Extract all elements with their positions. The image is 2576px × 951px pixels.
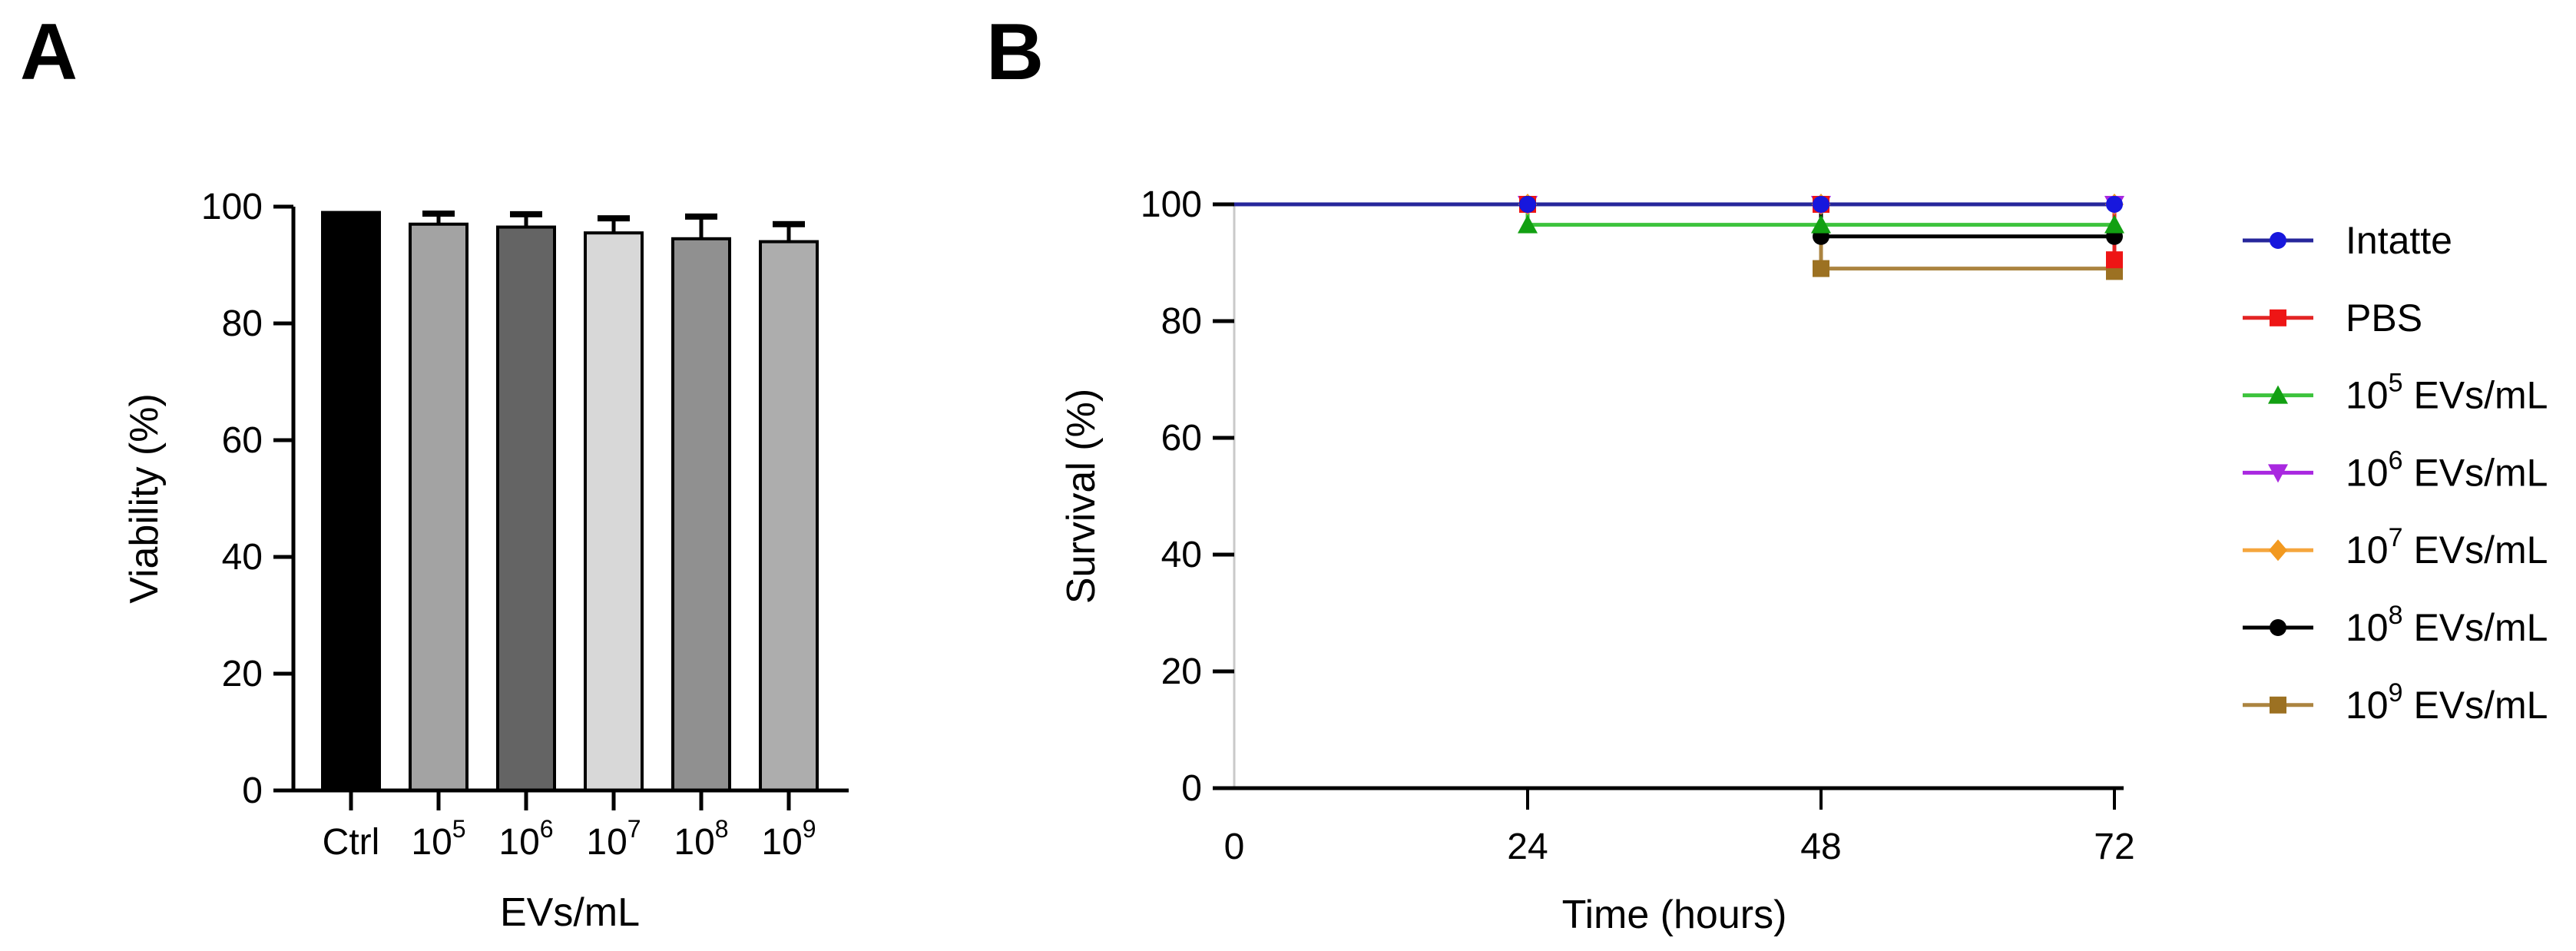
legend-label: 106 EVs/mL: [2346, 446, 2548, 494]
bar-10^7: [584, 231, 644, 792]
error-bar-cap: [685, 213, 717, 220]
legend-item-10^5 EVs/mL: 105 EVs/mL: [2243, 369, 2548, 417]
error-bar-cap: [510, 210, 542, 217]
legend-item-10^9 EVs/mL: 109 EVs/mL: [2243, 678, 2548, 727]
circle-legend-marker: [2270, 619, 2286, 636]
legend-item-Intatte: Intatte: [2243, 219, 2452, 262]
square-legend-marker: [2270, 696, 2286, 714]
x-tick-label: 24: [1507, 827, 1548, 867]
x-tick-label: 106: [498, 815, 553, 863]
square-legend-marker: [2270, 309, 2286, 326]
survival-legend: Intatte PBS 105 EVs/mL 106 EVs/mL 107 EVs/mL…: [2243, 219, 2548, 727]
y-tick-label: 20: [222, 654, 263, 694]
x-tick-label: Ctrl: [323, 822, 380, 863]
x-tick-label: 48: [1800, 827, 1841, 867]
error-bar-cap: [773, 220, 805, 227]
legend-item-PBS: PBS: [2243, 297, 2422, 340]
x-axis-title: Time (hours): [1562, 893, 1787, 937]
x-tick-label: 0: [1224, 827, 1245, 867]
y-tick-label: 100: [201, 187, 263, 227]
square-marker-10^9 EVs/mL: [1813, 260, 1829, 277]
y-tick-label: 80: [222, 303, 263, 344]
series-line-PBS: [1234, 202, 2117, 260]
y-tick-label: 60: [1161, 418, 1202, 459]
legend-item-10^6 EVs/mL: 106 EVs/mL: [2243, 446, 2548, 494]
triangle-up-marker-10^5 EVs/mL: [1811, 214, 1831, 234]
circle-marker-Intatte: [1813, 196, 1829, 213]
x-tick-label: 108: [674, 815, 728, 863]
diamond-legend-marker: [2269, 539, 2287, 562]
x-axis-title: EVs/mL: [500, 890, 640, 935]
triangle-up-marker-10^5 EVs/mL: [2104, 214, 2124, 234]
y-tick-label: 0: [1181, 768, 1202, 809]
legend-item-10^8 EVs/mL: 108 EVs/mL: [2243, 601, 2548, 649]
panel-a-letter: A: [20, 8, 78, 97]
y-tick-label: 40: [222, 537, 263, 578]
legend-label: 109 EVs/mL: [2346, 678, 2548, 727]
circle-legend-marker: [2270, 232, 2286, 249]
series-line-10^5 EVs/mL: [1234, 202, 2114, 227]
legend-label: 105 EVs/mL: [2346, 369, 2548, 417]
x-tick-label: 72: [2094, 827, 2134, 867]
error-bar-cap: [422, 210, 455, 217]
y-axis-title: Viability (%): [122, 393, 167, 604]
square-marker-PBS: [2106, 251, 2123, 269]
triangle-up-legend-marker: [2268, 385, 2288, 404]
triangle-down-legend-marker: [2268, 464, 2288, 483]
y-tick-label: 100: [1141, 184, 1202, 225]
viability-bar-chart: 0 20 40 60 80 100 Ctrl 105 106 107 108 109 EVs/mL Via…: [122, 187, 849, 935]
legend-label: 108 EVs/mL: [2346, 601, 2548, 649]
y-axis-title: Survival (%): [1059, 389, 1104, 604]
legend-label: PBS: [2346, 297, 2422, 340]
bar-10^9: [759, 240, 819, 793]
legend-label: 107 EVs/mL: [2346, 523, 2548, 572]
y-tick-label: 0: [242, 770, 263, 811]
x-tick-label: 105: [411, 815, 465, 863]
bar-Ctrl: [321, 210, 381, 793]
y-tick-label: 40: [1161, 535, 1202, 575]
bar-10^6: [496, 225, 556, 793]
bar-10^8: [671, 237, 731, 792]
triangle-up-marker-10^5 EVs/mL: [1518, 214, 1538, 234]
legend-item-10^7 EVs/mL: 107 EVs/mL: [2243, 523, 2548, 572]
circle-marker-Intatte: [1519, 196, 1536, 213]
y-tick-label: 80: [1161, 301, 1202, 342]
survival-line-chart: 0 20 40 60 80 100 0 24 48 72 Time (hours) Survival …: [1059, 184, 2135, 937]
y-tick-label: 20: [1161, 651, 1202, 692]
circle-marker-Intatte: [2106, 196, 2123, 213]
x-tick-label: 107: [586, 815, 641, 863]
bar-10^5: [409, 222, 469, 792]
y-tick-label: 60: [222, 420, 263, 461]
series-line-10^8 EVs/mL: [1234, 202, 2114, 239]
x-tick-label: 109: [761, 815, 816, 863]
legend-label: Intatte: [2346, 219, 2452, 262]
panel-b-letter: B: [986, 8, 1045, 97]
error-bar-cap: [598, 215, 630, 222]
